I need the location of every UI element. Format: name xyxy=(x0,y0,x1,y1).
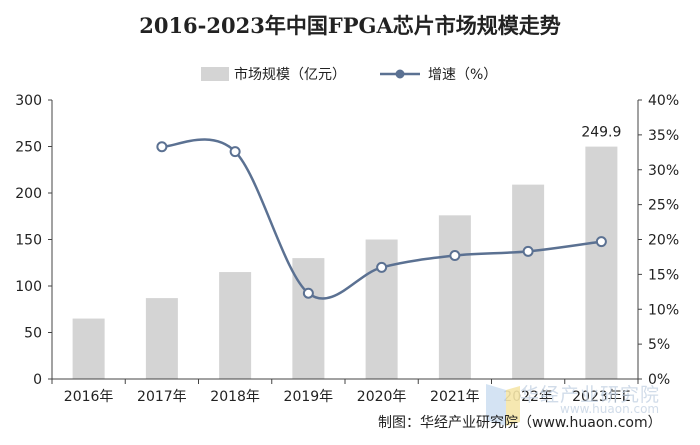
growth-point xyxy=(156,141,168,153)
left-tick-label: 250 xyxy=(15,140,42,156)
x-tick-label: 2023年E xyxy=(572,389,630,405)
left-tick-label: 0 xyxy=(33,372,42,388)
right-tick-label: 15% xyxy=(648,267,679,283)
bar xyxy=(72,318,105,379)
watermark-logo xyxy=(482,380,682,438)
growth-point xyxy=(595,236,607,248)
right-tick-label: 25% xyxy=(648,198,679,214)
x-tick-label: 2016年 xyxy=(64,389,114,405)
watermark-icon xyxy=(486,384,520,426)
right-tick-label: 35% xyxy=(648,128,679,144)
x-tick-label: 2020年 xyxy=(357,389,407,405)
legend-label-line: 增速（%） xyxy=(428,67,497,83)
right-tick-label: 10% xyxy=(648,302,679,318)
bar xyxy=(365,239,398,379)
x-tick-label: 2021年 xyxy=(430,389,480,405)
bar xyxy=(585,146,618,379)
x-tick-label: 2018年 xyxy=(210,389,260,405)
watermark-brand: 华经产业研究院 xyxy=(520,384,661,406)
bar xyxy=(219,272,252,379)
left-tick-label: 300 xyxy=(15,93,42,109)
growth-point xyxy=(302,287,314,299)
left-tick-label: 50 xyxy=(24,326,42,342)
right-tick-label: 40% xyxy=(648,93,679,109)
x-tick-label: 2017年 xyxy=(137,389,187,405)
bar xyxy=(292,258,325,379)
growth-point xyxy=(449,250,461,262)
legend-line-marker xyxy=(395,69,405,79)
growth-point xyxy=(376,261,388,273)
growth-point xyxy=(522,245,534,257)
left-tick-label: 100 xyxy=(15,279,42,295)
right-tick-label: 5% xyxy=(648,337,670,353)
bar xyxy=(145,298,178,379)
x-tick-label: 2019年 xyxy=(284,389,334,405)
legend-label-bar: 市场规模（亿元） xyxy=(234,66,346,83)
left-tick-label: 150 xyxy=(15,233,42,249)
watermark-url: www.huaon.com xyxy=(560,402,660,416)
right-tick-label: 20% xyxy=(648,233,679,249)
bar xyxy=(438,215,471,379)
chart-title: 2016-2023年中国FPGA芯片市场规模走势 xyxy=(139,13,561,38)
bar xyxy=(512,184,545,379)
legend-bar-swatch xyxy=(201,67,229,81)
data-label: 249.9 xyxy=(581,125,621,141)
left-tick-label: 200 xyxy=(15,186,42,202)
right-tick-label: 0% xyxy=(648,372,670,388)
growth-point xyxy=(229,146,241,158)
right-tick-label: 30% xyxy=(648,163,679,179)
source-note: 制图：华经产业研究院（www.huaon.com） xyxy=(378,415,662,431)
